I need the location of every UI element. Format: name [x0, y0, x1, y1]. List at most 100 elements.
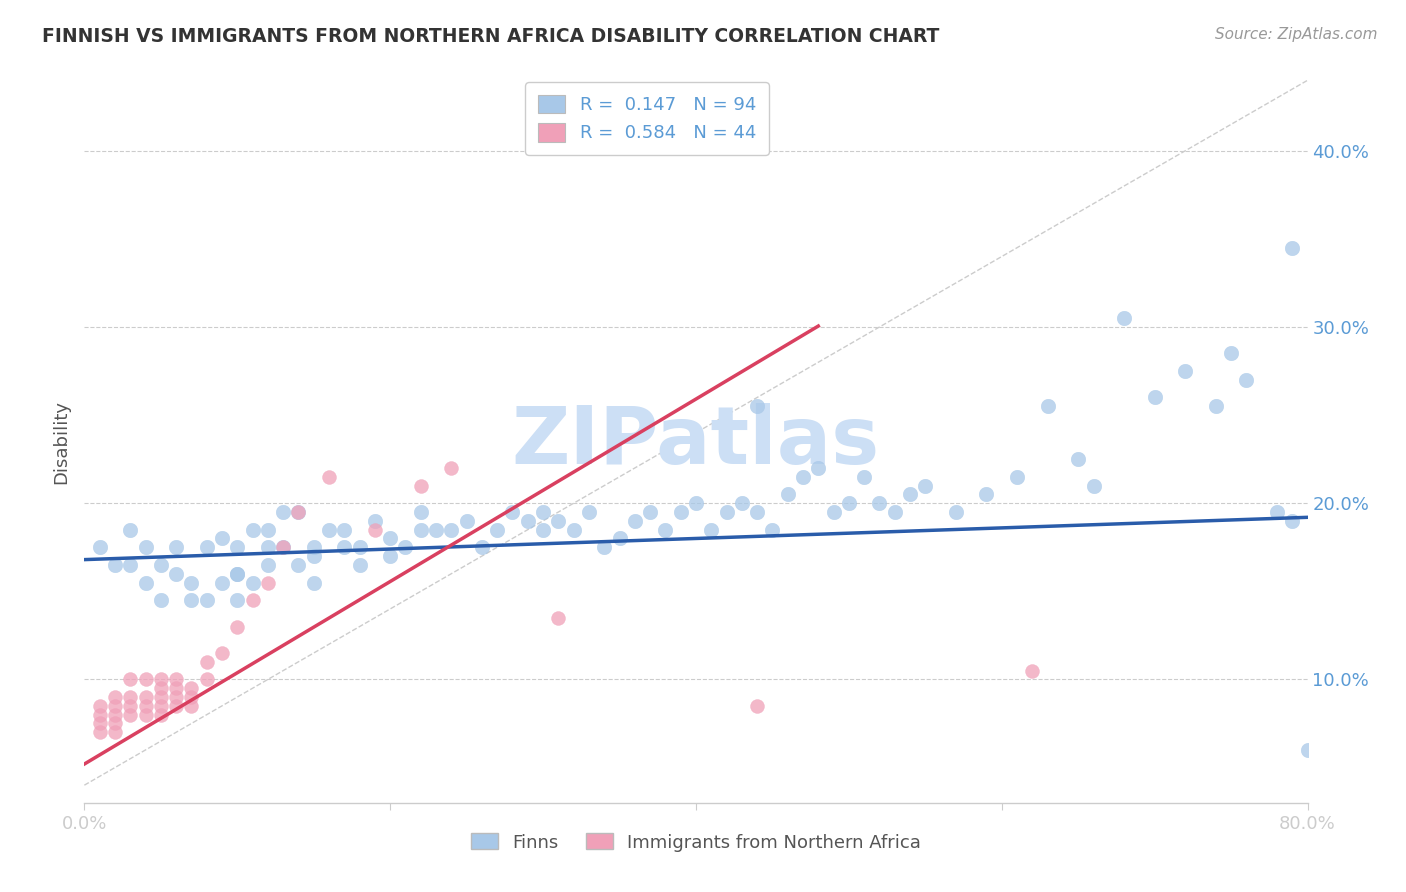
- Point: [1205, 399, 1227, 413]
- Point: [195, 541, 218, 555]
- Point: [364, 523, 387, 537]
- Point: [823, 505, 845, 519]
- Point: [271, 541, 294, 555]
- Point: [516, 514, 538, 528]
- Point: [547, 611, 569, 625]
- Point: [1036, 399, 1059, 413]
- Point: [380, 532, 402, 546]
- Point: [271, 541, 294, 555]
- Point: [776, 487, 799, 501]
- Point: [287, 505, 309, 519]
- Point: [287, 558, 309, 572]
- Point: [747, 399, 769, 413]
- Point: [149, 558, 172, 572]
- Point: [838, 496, 860, 510]
- Point: [165, 673, 187, 687]
- Point: [333, 523, 356, 537]
- Point: [165, 690, 187, 704]
- Point: [409, 478, 432, 492]
- Point: [120, 523, 142, 537]
- Point: [149, 681, 172, 696]
- Point: [547, 514, 569, 528]
- Point: [1114, 311, 1136, 326]
- Point: [898, 487, 921, 501]
- Point: [502, 505, 524, 519]
- Point: [120, 698, 142, 713]
- Point: [349, 541, 371, 555]
- Point: [120, 707, 142, 722]
- Point: [271, 505, 294, 519]
- Point: [120, 673, 142, 687]
- Point: [747, 698, 769, 713]
- Point: [149, 593, 172, 607]
- Point: [135, 698, 157, 713]
- Point: [578, 505, 600, 519]
- Point: [716, 505, 738, 519]
- Point: [180, 593, 202, 607]
- Point: [364, 514, 387, 528]
- Point: [1281, 241, 1303, 255]
- Point: [654, 523, 676, 537]
- Point: [609, 532, 631, 546]
- Point: [89, 716, 111, 731]
- Point: [165, 541, 187, 555]
- Point: [731, 496, 754, 510]
- Point: [149, 707, 172, 722]
- Point: [1174, 364, 1197, 378]
- Point: [531, 505, 554, 519]
- Point: [165, 698, 187, 713]
- Point: [104, 690, 127, 704]
- Point: [562, 523, 585, 537]
- Text: FINNISH VS IMMIGRANTS FROM NORTHERN AFRICA DISABILITY CORRELATION CHART: FINNISH VS IMMIGRANTS FROM NORTHERN AFRI…: [42, 27, 939, 45]
- Point: [302, 575, 325, 590]
- Point: [471, 541, 494, 555]
- Point: [242, 593, 264, 607]
- Point: [242, 575, 264, 590]
- Point: [226, 593, 249, 607]
- Legend: Finns, Immigrants from Northern Africa: Finns, Immigrants from Northern Africa: [464, 826, 928, 859]
- Point: [685, 496, 707, 510]
- Point: [104, 698, 127, 713]
- Point: [135, 541, 157, 555]
- Point: [89, 725, 111, 739]
- Point: [409, 505, 432, 519]
- Point: [257, 558, 280, 572]
- Point: [149, 673, 172, 687]
- Point: [700, 523, 723, 537]
- Point: [1265, 505, 1288, 519]
- Point: [394, 541, 416, 555]
- Y-axis label: Disability: Disability: [52, 400, 70, 483]
- Point: [761, 523, 783, 537]
- Point: [149, 690, 172, 704]
- Point: [180, 575, 202, 590]
- Point: [440, 523, 463, 537]
- Point: [165, 566, 187, 581]
- Point: [486, 523, 509, 537]
- Point: [747, 505, 769, 519]
- Point: [456, 514, 478, 528]
- Point: [104, 725, 127, 739]
- Point: [624, 514, 647, 528]
- Point: [945, 505, 967, 519]
- Point: [287, 505, 309, 519]
- Point: [195, 593, 218, 607]
- Point: [180, 681, 202, 696]
- Point: [593, 541, 616, 555]
- Point: [409, 523, 432, 537]
- Point: [104, 707, 127, 722]
- Text: Source: ZipAtlas.com: Source: ZipAtlas.com: [1215, 27, 1378, 42]
- Point: [869, 496, 891, 510]
- Point: [135, 673, 157, 687]
- Point: [135, 575, 157, 590]
- Point: [318, 470, 340, 484]
- Point: [89, 541, 111, 555]
- Point: [976, 487, 998, 501]
- Point: [104, 716, 127, 731]
- Point: [1296, 743, 1319, 757]
- Point: [531, 523, 554, 537]
- Point: [302, 549, 325, 563]
- Point: [135, 707, 157, 722]
- Point: [669, 505, 692, 519]
- Point: [1021, 664, 1043, 678]
- Point: [89, 698, 111, 713]
